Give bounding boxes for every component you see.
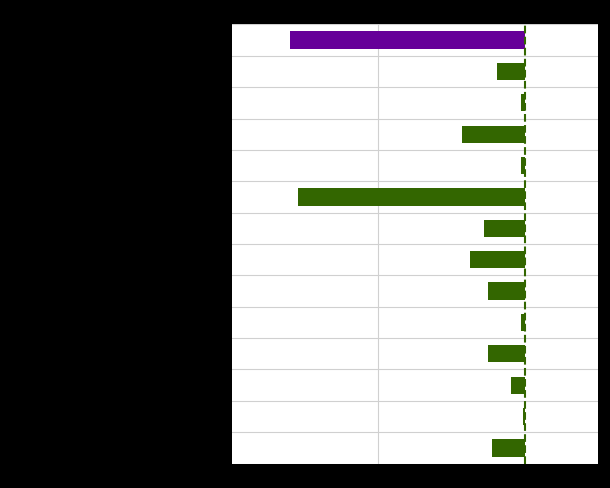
- Bar: [290, 31, 525, 49]
- Bar: [488, 283, 525, 300]
- Bar: [484, 220, 525, 237]
- Bar: [523, 408, 525, 425]
- Bar: [521, 157, 525, 174]
- Bar: [521, 314, 525, 331]
- Bar: [462, 125, 525, 143]
- Bar: [470, 251, 525, 268]
- Bar: [497, 63, 525, 80]
- Bar: [521, 94, 525, 111]
- Bar: [488, 345, 525, 363]
- Bar: [492, 439, 525, 457]
- Bar: [298, 188, 525, 205]
- Bar: [511, 377, 525, 394]
